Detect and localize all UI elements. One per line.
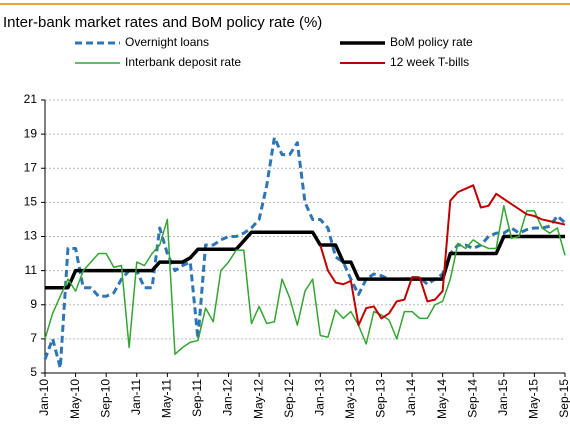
x-tick-label: Jan-10	[37, 379, 51, 416]
x-tick-label: May-10	[68, 379, 82, 419]
series-line	[44, 205, 566, 355]
series-line	[319, 184, 566, 327]
y-tick-label: 5	[30, 365, 37, 379]
series-line	[43, 136, 566, 370]
x-tick-label: May-11	[160, 379, 174, 418]
x-tick-label: Sep-13	[374, 379, 388, 418]
y-tick-label: 19	[24, 126, 38, 140]
x-tick-label: Sep-15	[557, 379, 570, 418]
y-tick-label: 9	[30, 297, 37, 311]
y-tick-label: 17	[24, 160, 38, 174]
y-tick-label: 15	[24, 195, 38, 209]
y-tick-label: 13	[24, 229, 38, 243]
x-tick-label: Sep-11	[190, 379, 204, 417]
chart-title: Inter-bank market rates and BoM policy r…	[3, 14, 322, 31]
y-tick-label: 7	[30, 331, 37, 345]
legend-label: 12 week T-bills	[390, 55, 469, 69]
x-tick-label: May-15	[527, 379, 541, 419]
x-tick-label: Jan-14	[404, 379, 418, 416]
legend-label: Overnight loans	[125, 35, 209, 49]
legend-label: Interbank deposit rate	[125, 55, 241, 69]
x-tick-label: Sep-12	[282, 379, 296, 418]
x-tick-label: May-13	[343, 379, 357, 419]
x-tick-label: Sep-10	[98, 379, 112, 418]
x-tick-label: Jan-12	[221, 379, 235, 416]
x-tick-label: May-14	[435, 379, 449, 419]
y-tick-label: 21	[24, 92, 38, 106]
x-tick-label: Jan-15	[496, 379, 510, 416]
x-tick-label: Jan-11	[129, 379, 143, 415]
series-line	[45, 230, 565, 290]
legend-label: BoM policy rate	[390, 35, 473, 49]
x-tick-label: Sep-14	[465, 379, 479, 418]
y-tick-label: 11	[25, 263, 38, 277]
x-tick-label: Jan-13	[312, 379, 326, 416]
x-tick-label: May-12	[251, 379, 265, 419]
